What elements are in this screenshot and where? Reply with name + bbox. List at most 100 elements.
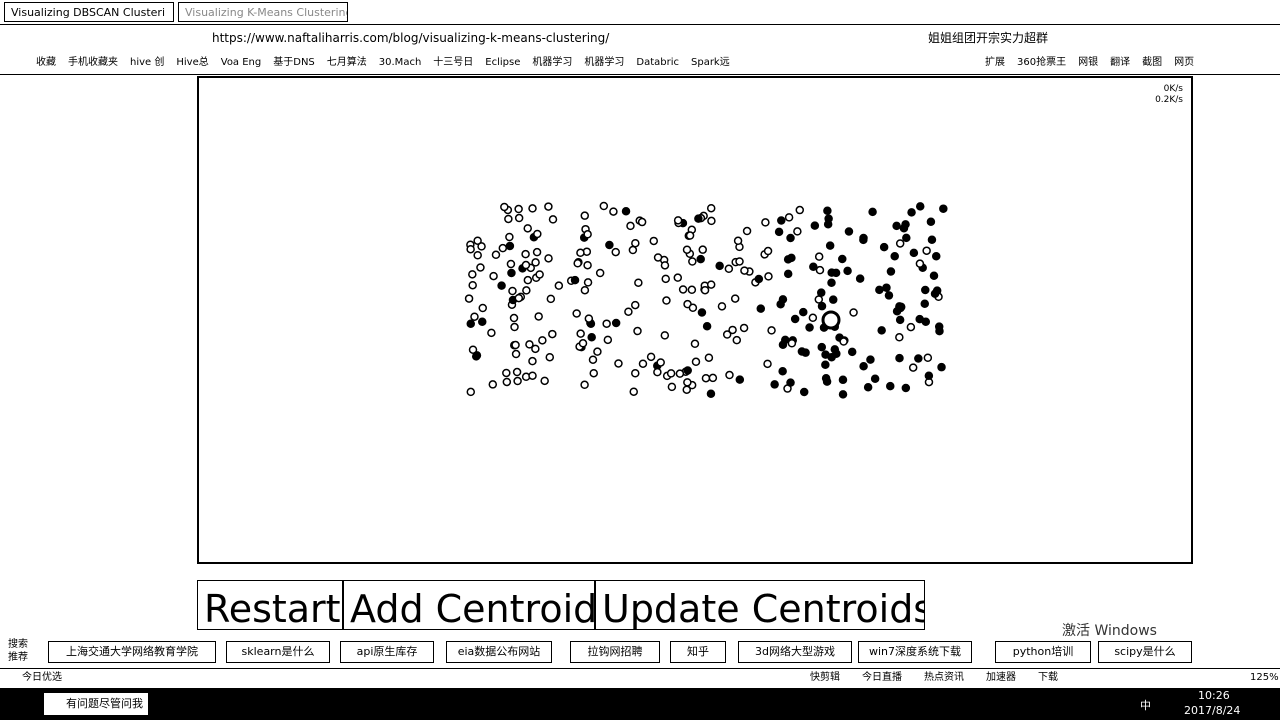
bookmark[interactable]: Eclipse [485, 57, 521, 68]
point [847, 347, 857, 357]
point [631, 238, 640, 248]
point [514, 293, 524, 303]
point [593, 347, 602, 356]
point [694, 214, 703, 223]
bookmark[interactable]: 机器学习 [584, 57, 625, 68]
point [892, 221, 901, 231]
zoom[interactable]: 125% [1250, 672, 1279, 683]
point [473, 236, 482, 245]
point [838, 254, 847, 264]
canvas[interactable]: 0K/s 0.2K/s [197, 76, 1193, 564]
status-item[interactable]: 热点资讯 [924, 672, 964, 683]
point [525, 340, 534, 349]
bookmark[interactable]: 机器学习 [532, 57, 573, 68]
point [477, 317, 487, 326]
point [662, 296, 671, 305]
tab[interactable]: Visualizing K-Means Clustering [178, 2, 348, 22]
point [827, 268, 836, 277]
point [809, 262, 818, 272]
status-left[interactable]: 今日优选 [22, 672, 62, 683]
ime[interactable]: 中 [1140, 699, 1151, 712]
scatter-plot [464, 201, 948, 399]
bookmark[interactable]: 七月算法 [326, 57, 367, 68]
point [706, 203, 716, 213]
suggestion[interactable]: 知乎 [670, 641, 726, 663]
point [801, 348, 810, 357]
button[interactable]: Restart [197, 580, 343, 630]
point [907, 208, 916, 217]
suggestion[interactable]: sklearn是什么 [226, 641, 330, 663]
bookmark[interactable]: 基于DNS [273, 57, 315, 68]
status-item[interactable]: 下载 [1038, 672, 1058, 683]
suggestion[interactable]: win7深度系统下载 [858, 641, 972, 663]
button[interactable]: Add Centroid [343, 580, 595, 630]
suggestion[interactable]: 拉钩网招聘 [570, 641, 660, 663]
point [728, 325, 737, 335]
bookmark-tool[interactable]: 翻译 [1110, 57, 1131, 68]
point [506, 259, 516, 269]
bookmark-tool[interactable]: 网银 [1078, 57, 1099, 68]
point [879, 242, 889, 252]
suggestion[interactable]: eia数据公布网站 [446, 641, 552, 663]
point [514, 204, 523, 214]
suggestion[interactable]: 3d网络大型游戏 [738, 641, 852, 663]
point [497, 281, 506, 290]
clock-time: 10:26 [1198, 689, 1230, 702]
point [844, 227, 854, 236]
point [704, 353, 714, 362]
tab[interactable]: Visualizing DBSCAN Clusteri [4, 2, 174, 22]
point [464, 294, 474, 303]
bookmark[interactable]: 手机收藏夹 [68, 57, 118, 68]
point [683, 366, 692, 375]
point [653, 253, 663, 262]
point [489, 271, 498, 281]
bookmark[interactable]: Hive总 [176, 57, 209, 68]
point [895, 239, 905, 248]
point [764, 272, 773, 281]
bookmark-tool[interactable]: 截图 [1142, 57, 1163, 68]
bookmark[interactable]: Databric [636, 57, 679, 68]
tab-strip: Visualizing DBSCAN Clusteri Visualizing K… [0, 0, 1280, 25]
suggestion[interactable]: api原生库存 [340, 641, 434, 663]
bookmark-tool[interactable]: 网页 [1174, 57, 1195, 68]
centroid[interactable] [821, 310, 841, 330]
point [783, 269, 793, 279]
suggestion[interactable]: 上海交通大学网络教育学院 [48, 641, 216, 663]
suggestion[interactable]: python培训 [995, 641, 1091, 663]
point [787, 338, 797, 348]
point [661, 274, 670, 284]
bookmark[interactable]: 十三号日 [433, 57, 474, 68]
point [631, 369, 640, 378]
point [843, 266, 852, 276]
bookmark[interactable]: hive 创 [130, 57, 165, 68]
point [583, 230, 592, 239]
suggestion[interactable]: scipy是什么 [1098, 641, 1192, 663]
bookmark[interactable]: 30.Mach [378, 57, 422, 68]
point [839, 337, 848, 346]
bookmark[interactable]: Voa Eng [220, 57, 262, 68]
point [756, 304, 766, 313]
point [787, 253, 796, 263]
search-hint[interactable]: 姐姐组团开宗实力超群 [928, 31, 1049, 45]
point [808, 313, 818, 323]
status-item[interactable]: 加速器 [986, 672, 1016, 683]
point [505, 232, 514, 242]
point [476, 263, 485, 272]
taskbar-search[interactable]: 有问题尽管问我 [44, 693, 148, 715]
button[interactable]: Update Centroids [595, 580, 925, 630]
point [859, 361, 868, 371]
point [763, 246, 773, 256]
status-item[interactable]: 今日直播 [862, 672, 902, 683]
url[interactable]: https://www.naftaliharris.com/blog/visua… [212, 31, 610, 45]
bookmark[interactable]: 收藏 [36, 57, 56, 68]
point [688, 303, 698, 313]
point [488, 380, 498, 389]
status-item[interactable]: 快剪辑 [810, 672, 840, 683]
point [915, 259, 925, 268]
point [795, 205, 805, 215]
bookmark-tool[interactable]: 扩展 [985, 57, 1005, 68]
point [767, 326, 776, 335]
point [621, 206, 631, 216]
bookmark[interactable]: Spark远 [691, 57, 730, 68]
bookmark-tool[interactable]: 360抢票王 [1017, 57, 1067, 68]
